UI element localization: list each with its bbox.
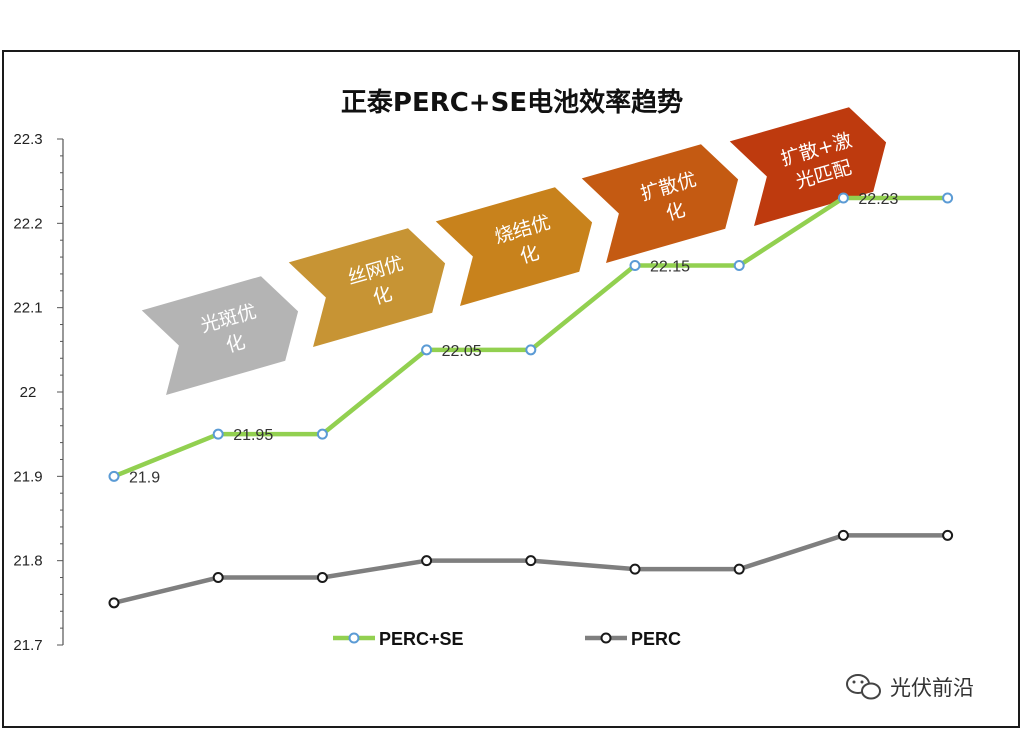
stage-arrow-shape: [141, 276, 299, 395]
data-point: [421, 344, 433, 356]
data-point: [733, 260, 745, 271]
y-tick-label: 21.8: [13, 553, 42, 570]
data-label: 22.05: [442, 343, 482, 360]
data-point: [837, 529, 849, 541]
watermark: 光伏前沿: [846, 674, 974, 700]
wechat-icon: [846, 674, 881, 700]
legend-marker: [600, 632, 612, 644]
data-point: [629, 260, 641, 271]
legend-label: PERC+SE: [379, 629, 464, 649]
data-point: [525, 555, 537, 567]
y-axis: 21.7 21.8 21.9 22 22.1 22.2 22.3: [13, 131, 64, 654]
legend: PERC+SE PERC: [333, 629, 681, 649]
y-tick-label: 21.9: [13, 468, 42, 485]
data-point: [733, 563, 745, 575]
series-line-2: [113, 533, 948, 606]
series-lines: [108, 192, 954, 609]
data-label: 21.95: [233, 427, 273, 444]
data-label: 21.9: [129, 469, 160, 486]
y-tick-label: 22.1: [13, 300, 42, 317]
data-point: [316, 572, 328, 584]
legend-marker: [348, 632, 360, 644]
y-tick-label: 22: [20, 384, 37, 401]
data-label: 22.15: [650, 259, 690, 276]
watermark-text: 光伏前沿: [890, 676, 974, 700]
data-point: [837, 192, 849, 204]
data-point: [942, 192, 954, 204]
data-point: [108, 597, 120, 609]
data-point: [212, 428, 224, 440]
data-point: [212, 572, 224, 584]
stage-arrow-shape: [435, 187, 593, 306]
data-point: [316, 428, 328, 440]
y-tick-label: 22.3: [13, 131, 42, 148]
chart-frame: [2, 50, 1020, 728]
data-point: [421, 555, 433, 567]
data-point: [942, 529, 954, 541]
data-label: 22.23: [858, 191, 898, 208]
stage-arrow-shape: [288, 228, 446, 347]
data-point: [525, 344, 537, 356]
y-tick-label: 21.7: [13, 637, 42, 654]
data-point: [108, 470, 120, 482]
data-labels: 21.9 21.95 22.05 22.15 22.23: [129, 191, 899, 486]
stage-arrow-shape: [581, 144, 739, 263]
chart-title: 正泰PERC+SE电池效率趋势: [341, 87, 683, 118]
legend-label: PERC: [631, 629, 681, 649]
y-tick-label: 22.2: [13, 215, 42, 232]
data-point: [629, 563, 641, 575]
